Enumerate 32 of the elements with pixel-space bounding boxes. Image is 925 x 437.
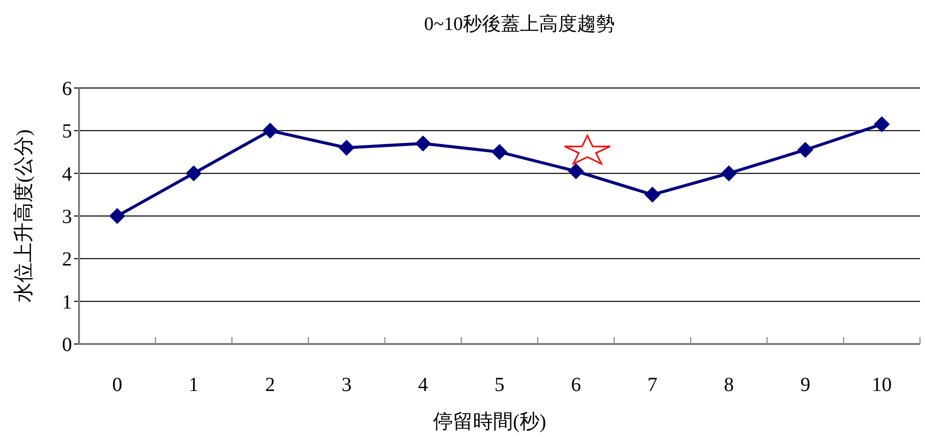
y-tick-label: 2 bbox=[62, 248, 72, 271]
x-tick-label: 4 bbox=[418, 374, 428, 396]
x-tick-label: 9 bbox=[800, 374, 810, 396]
x-tick-label: 5 bbox=[494, 374, 504, 396]
y-tick-label: 4 bbox=[62, 163, 72, 186]
point bbox=[262, 122, 278, 139]
point bbox=[109, 208, 126, 224]
x-tick-label: 2 bbox=[265, 374, 276, 396]
point bbox=[644, 186, 660, 203]
point bbox=[720, 165, 737, 182]
x-tick-label: 10 bbox=[872, 374, 892, 396]
point bbox=[568, 163, 584, 180]
point bbox=[874, 116, 890, 132]
point bbox=[338, 140, 355, 156]
x-tick-label: 7 bbox=[647, 374, 658, 396]
y-tick-label: 3 bbox=[62, 206, 72, 228]
chart-title: 0~10秒後蓋上高度趨勢 bbox=[424, 13, 615, 35]
x-tick-label: 6 bbox=[570, 374, 581, 396]
x-tick-label: 1 bbox=[188, 374, 199, 396]
y-tick-label: 1 bbox=[62, 291, 72, 314]
x-tick-label: 0 bbox=[112, 374, 122, 396]
y-axis-title: 水位上升高度(公分) bbox=[12, 129, 35, 303]
y-tick-label: 6 bbox=[62, 78, 72, 100]
point bbox=[492, 144, 508, 160]
point bbox=[415, 135, 432, 152]
y-tick-label: 5 bbox=[62, 120, 72, 143]
x-tick-label: 8 bbox=[724, 374, 734, 396]
x-tick-label: 3 bbox=[342, 374, 352, 396]
y-tick-label: 0 bbox=[62, 334, 72, 356]
x-axis-title: 停留時間(秒) bbox=[432, 411, 546, 433]
point bbox=[186, 165, 202, 182]
point bbox=[797, 142, 814, 158]
